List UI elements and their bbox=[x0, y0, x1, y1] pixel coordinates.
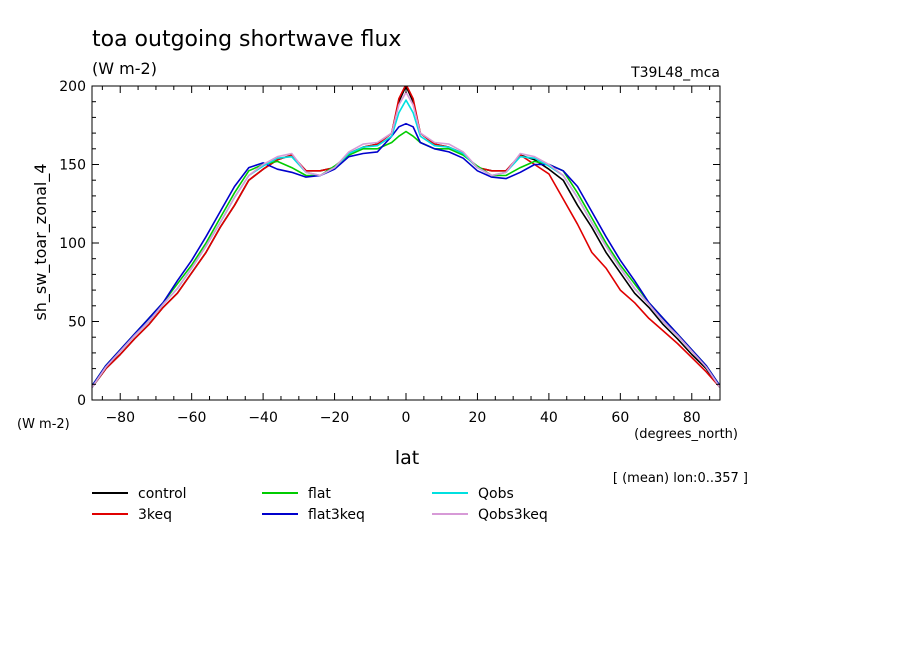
legend: control 3keq flat flat3keq Qobs Qobs3keq bbox=[92, 486, 548, 523]
x-tick-label: −20 bbox=[320, 410, 350, 426]
x-axis-units: (degrees_north) bbox=[634, 427, 738, 442]
series-line-qobs bbox=[92, 99, 720, 388]
y-tick-label: 200 bbox=[59, 79, 86, 95]
x-tick-label: 0 bbox=[402, 410, 411, 426]
legend-label-3keq: 3keq bbox=[138, 507, 172, 523]
legend-label-qobs: Qobs bbox=[478, 486, 514, 502]
y-tick-label: 0 bbox=[77, 393, 86, 409]
x-tick-label: 20 bbox=[469, 410, 487, 426]
series-line-3keq bbox=[92, 86, 720, 388]
series-line-flat3keq bbox=[92, 122, 720, 387]
y-axis-label: sh_sw_toar_zonal_4 bbox=[31, 163, 51, 320]
legend-label-flat3keq: flat3keq bbox=[308, 507, 365, 523]
plot-lines bbox=[92, 86, 720, 388]
y-axis-units: (W m-2) bbox=[17, 417, 70, 432]
chart-units-label: (W m-2) bbox=[92, 59, 157, 78]
x-tick-label: 80 bbox=[683, 410, 701, 426]
legend-label-flat: flat bbox=[308, 486, 331, 502]
experiment-label: T39L48_mca bbox=[630, 65, 720, 81]
x-tick-label: −60 bbox=[177, 410, 207, 426]
y-tick-label: 100 bbox=[59, 236, 86, 252]
x-tick-label: 60 bbox=[611, 410, 629, 426]
y-tick-label: 150 bbox=[59, 158, 86, 174]
chart-title: toa outgoing shortwave flux bbox=[92, 27, 401, 52]
legend-label-control: control bbox=[138, 486, 187, 502]
legend-label-qobs3keq: Qobs3keq bbox=[478, 507, 548, 523]
plot-frame bbox=[91, 85, 721, 401]
x-axis-label: lat bbox=[395, 447, 419, 469]
series-line-flat bbox=[92, 130, 720, 387]
plot-axes: −80 −60 −40 −20 0 20 40 60 80 0 50 100 150 200 bbox=[59, 79, 721, 426]
y-tick-label: 50 bbox=[68, 315, 86, 331]
x-tick-label: −40 bbox=[248, 410, 278, 426]
averaging-note: [ (mean) lon:0..357 ] bbox=[613, 471, 748, 486]
series-line-qobs3keq bbox=[92, 91, 720, 388]
x-tick-label: 40 bbox=[540, 410, 558, 426]
x-tick-label: −80 bbox=[105, 410, 135, 426]
